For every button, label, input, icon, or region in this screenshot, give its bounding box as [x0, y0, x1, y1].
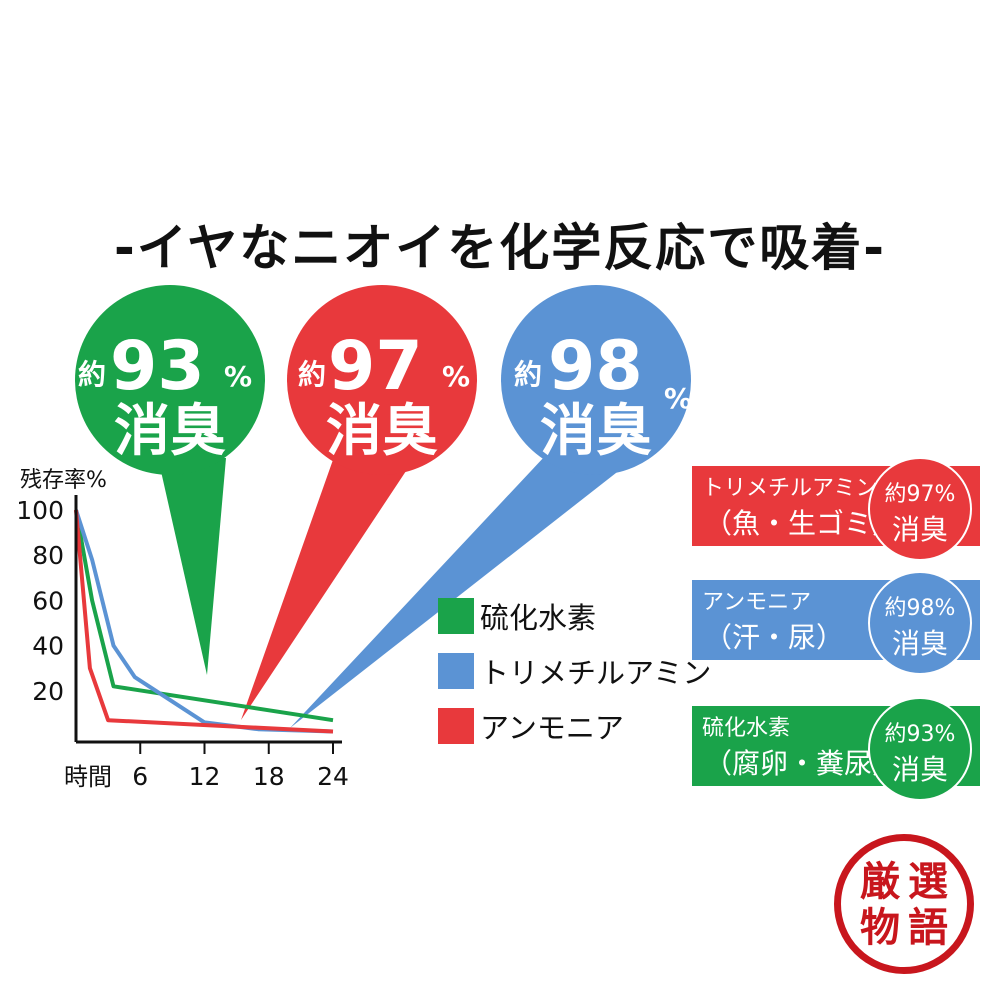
badge-percent: 約93%	[884, 722, 956, 747]
bubble-98-pointer	[290, 440, 630, 728]
panel-odor-name: 硫化水素	[702, 716, 791, 741]
bubble-97-prefix: 約	[298, 358, 326, 391]
bubble-98-prefix: 約	[514, 358, 542, 391]
x-tick-label: 24	[317, 762, 349, 791]
bubble-93-circle	[75, 285, 265, 475]
bubble-98-label: 消臭	[540, 399, 652, 464]
seal-char: 厳	[860, 858, 900, 905]
y-tick-label: 40	[32, 632, 64, 661]
infographic-title: -イヤなニオイを化学反応で吸着-	[113, 219, 886, 277]
panel-odor-name: アンモニア	[702, 590, 812, 615]
panel-ammonia: アンモニア （汗・尿） 約98% 消臭	[692, 571, 980, 675]
bubble-97-pointer	[241, 440, 410, 720]
bubble-97-circle	[287, 285, 477, 475]
series-lines	[74, 509, 334, 734]
bubble-97-label: 消臭	[326, 399, 438, 464]
y-tick-label: 80	[32, 541, 64, 570]
legend-label: アンモニア	[480, 710, 624, 745]
badge-label: 消臭	[891, 753, 948, 786]
legend-item-hydrogen-sulfide: 硫化水素	[438, 588, 711, 643]
legend-swatch-red	[438, 707, 474, 744]
x-tick-label: 12	[189, 762, 221, 791]
panel-badge: 約98% 消臭	[868, 571, 972, 675]
x-tick-label: 6	[132, 762, 148, 791]
legend-label: トリメチルアミン	[480, 655, 712, 690]
series-line-2	[74, 509, 334, 734]
panel-odor-source: （汗・尿）	[704, 621, 845, 654]
panel-badge: 約93% 消臭	[868, 697, 972, 801]
chart-legend: 硫化水素 トリメチルアミン アンモニア	[438, 588, 711, 753]
panel-trimethylamine: トリメチルアミン （魚・生ゴミ） 約97% 消臭	[692, 457, 980, 561]
bubble-93: 約 93 % 消臭	[75, 285, 265, 675]
legend-item-ammonia: アンモニア	[438, 698, 711, 753]
y-tick-label: 60	[32, 586, 64, 615]
bubble-97: 約 97 % 消臭	[241, 285, 477, 720]
x-tick-label: 18	[253, 762, 285, 791]
bubble-93-label: 消臭	[114, 399, 226, 464]
y-axis-title: 残存率%	[20, 468, 107, 493]
bubble-98-unit: %	[664, 382, 692, 415]
panel-badge: 約97% 消臭	[868, 457, 972, 561]
y-tick-label: 20	[32, 677, 64, 706]
seal-char: 語	[908, 904, 948, 951]
bubble-93-pointer	[158, 458, 226, 675]
y-axis-ticks: 20 40 60 80 100	[16, 496, 64, 706]
seal-char: 物	[860, 904, 900, 951]
bubble-93-value: 93	[110, 327, 205, 406]
panel-hydrogen-sulfide: 硫化水素 （腐卵・糞尿） 約93% 消臭	[692, 697, 980, 801]
legend-swatch-green	[438, 597, 474, 634]
seal-char: 選	[908, 858, 948, 905]
legend-label: 硫化水素	[480, 600, 597, 635]
bubble-97-value: 97	[328, 327, 423, 406]
x-axis-title: 時間	[64, 763, 112, 791]
bubble-97-unit: %	[442, 360, 470, 393]
badge-label: 消臭	[891, 627, 948, 660]
bubble-93-prefix: 約	[78, 358, 106, 391]
panel-odor-source: （腐卵・糞尿）	[704, 747, 901, 780]
legend-swatch-blue	[438, 652, 474, 689]
bubble-98-circle	[501, 285, 691, 475]
bubble-93-unit: %	[224, 360, 252, 393]
badge-label: 消臭	[891, 513, 948, 546]
y-tick-label: 100	[16, 496, 64, 525]
badge-percent: 約97%	[884, 482, 956, 507]
series-line-0	[74, 509, 334, 723]
panel-odor-name: トリメチルアミン	[702, 476, 878, 501]
x-axis-ticks: 6 12 18 24	[132, 742, 349, 791]
bubble-98: 約 98 % 消臭	[290, 285, 692, 728]
legend-item-trimethylamine: トリメチルアミン	[438, 643, 711, 698]
panel-odor-source: （魚・生ゴミ）	[704, 507, 901, 540]
brand-seal-logo: 厳 選 物 語	[834, 834, 974, 974]
line-chart: 残存率% 20 40 60 80 100 6 12 18 24 時間	[16, 468, 349, 791]
bubble-98-value: 98	[548, 327, 643, 406]
badge-percent: 約98%	[884, 596, 956, 621]
